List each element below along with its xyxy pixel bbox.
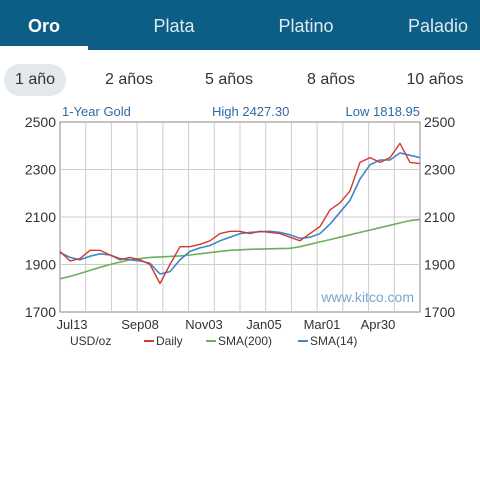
y-tick-label-left: 2300 <box>25 162 56 178</box>
x-tick-label: Jul13 <box>56 317 87 332</box>
y-tick-label-right: 2300 <box>424 162 455 178</box>
series-line-sma200 <box>59 218 421 280</box>
legend-label: SMA(200) <box>218 334 272 348</box>
period-2-years-button[interactable]: 2 años <box>104 71 154 88</box>
y-tick-label-right: 1700 <box>424 304 455 320</box>
period-8-years-button[interactable]: 8 años <box>306 71 356 88</box>
series-line-sma14 <box>59 152 421 275</box>
legend-label: SMA(14) <box>310 334 357 348</box>
kitco-watermark: www.kitco.com <box>320 289 414 305</box>
series-line-daily <box>59 142 421 285</box>
gold-price-chart: 2500 2500 2300 2300 2100 2100 1900 1900 1700 1700… <box>0 100 480 360</box>
y-tick-label-left: 1700 <box>25 304 56 320</box>
period-1-year-button[interactable]: 1 año <box>4 64 66 96</box>
y-tick-label-right: 2500 <box>424 114 455 130</box>
y-tick-label-left: 2500 <box>25 114 56 130</box>
x-tick-label: Apr30 <box>361 317 396 332</box>
x-tick-label: Jan05 <box>246 317 281 332</box>
x-tick-label: Sep08 <box>121 317 159 332</box>
x-tick-label: Mar01 <box>304 317 341 332</box>
y-tick-label-right: 2100 <box>424 209 455 225</box>
tab-platino[interactable]: Platino <box>278 16 334 36</box>
chart-low-label: Low 1818.95 <box>346 104 420 119</box>
active-tab-indicator <box>0 46 88 50</box>
metal-tab-bar: Oro Plata Platino Paladio <box>0 0 480 50</box>
y-tick-label-left: 2100 <box>25 209 56 225</box>
legend-label: Daily <box>156 334 183 348</box>
x-tick-label: Nov03 <box>185 317 223 332</box>
y-tick-label-right: 1900 <box>424 257 455 273</box>
period-selector: 1 año 2 años 5 años 8 años 10 años <box>0 60 480 100</box>
chart-svg: 2500 2500 2300 2300 2100 2100 1900 1900 1700 1700… <box>25 104 456 348</box>
y-tick-label-left: 1900 <box>25 257 56 273</box>
tab-paladio[interactable]: Paladio <box>407 16 469 36</box>
tab-plata[interactable]: Plata <box>153 16 195 36</box>
chart-title: 1-Year Gold <box>62 104 131 119</box>
unit-label: USD/oz <box>70 334 111 348</box>
period-10-years-button[interactable]: 10 años <box>406 71 464 88</box>
period-5-years-button[interactable]: 5 años <box>204 71 254 88</box>
tab-oro[interactable]: Oro <box>27 16 60 36</box>
chart-high-label: High 2427.30 <box>212 104 289 119</box>
